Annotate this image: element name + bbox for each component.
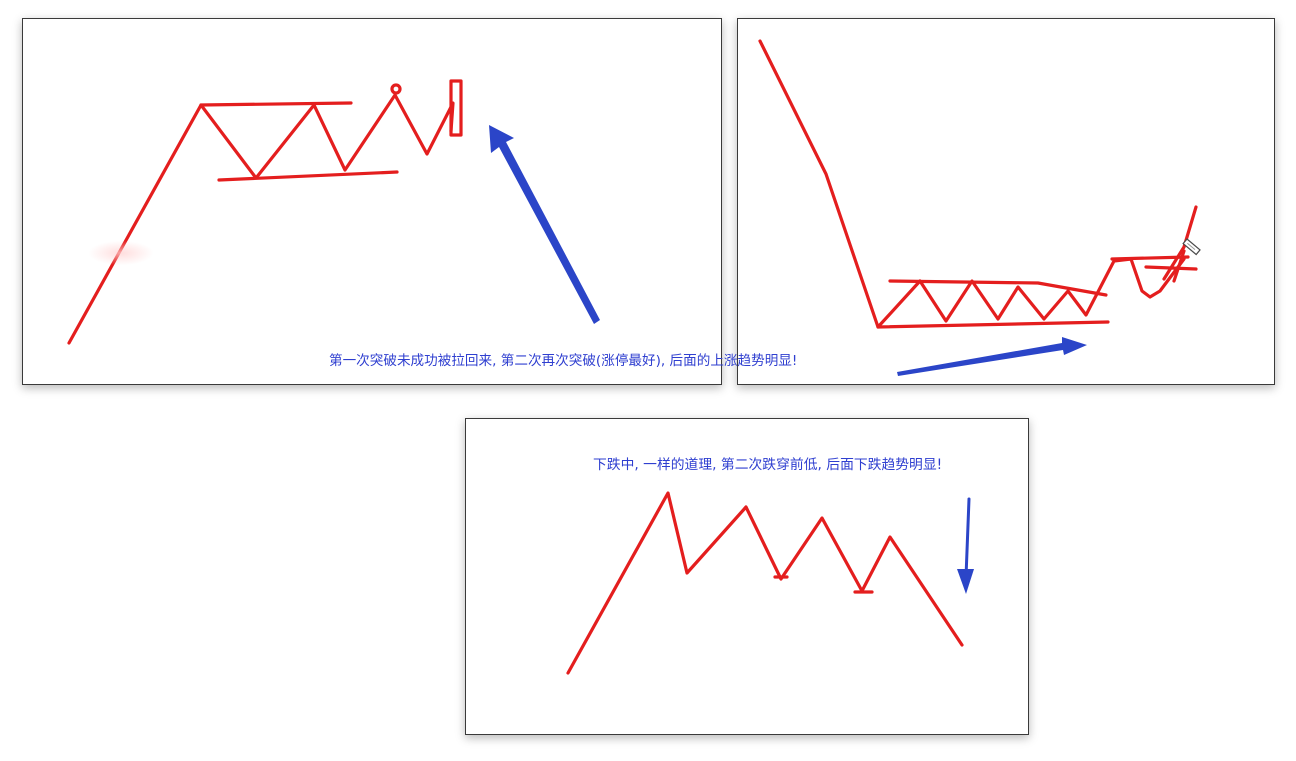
bottom-breakout-sketch [758,39,1201,329]
first-breakout-marker [390,83,402,95]
blurred-watermark [89,241,153,265]
price-path [566,491,964,675]
uptrend-breakout-panel [22,18,722,385]
breakout-scribble [1172,249,1186,283]
resistance-line [888,279,1108,297]
resistance-line [199,101,353,107]
support-line [876,320,1110,329]
bottom-breakout-panel [737,18,1275,385]
support-line [217,170,399,182]
downtrend-breakdown-sketch [566,491,974,675]
downtrend-caption: 下跌中, 一样的道理, 第二次跌穿前低, 后面下跌趋势明显! [593,457,943,473]
uptrend-caption: 第一次突破未成功被拉回来, 第二次再次突破(涨停最好), 后面的上涨趋势明显! [329,353,798,369]
breakout-path [1162,205,1198,281]
price-path [67,93,455,345]
downtrend-breakdown-panel [465,418,1029,735]
uptrend-breakout-sketch [67,79,463,345]
price-path [758,39,1186,329]
arrow-icon [957,497,974,594]
limit-up-candle [449,79,463,137]
breakout-level-line [1110,255,1190,261]
pen-icon [1182,238,1201,256]
